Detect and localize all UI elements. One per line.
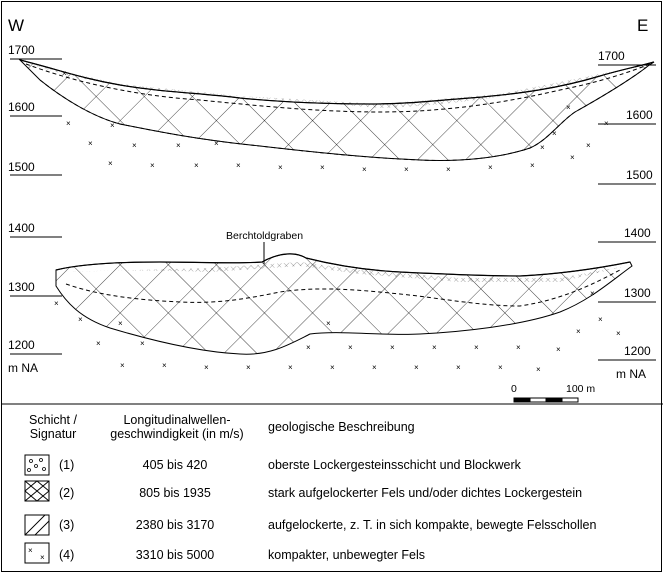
svg-text:×: ×	[288, 363, 293, 372]
svg-text:×: ×	[372, 363, 377, 372]
legend-row-1-num: (1)	[59, 458, 75, 472]
bottom-right-tick-1400: 1400	[624, 226, 651, 240]
svg-text:×: ×	[488, 163, 493, 172]
scale-bar	[513, 397, 579, 403]
svg-text:×: ×	[108, 159, 113, 168]
west-label: W	[8, 16, 25, 35]
legend-header-velocity: Longitudinalwellen- geschwindigkeit (in …	[110, 413, 244, 441]
bottom-left-tick-1200: 1200	[8, 338, 35, 352]
legend-row-4-velocity: 3310 bis 5000	[135, 548, 215, 562]
legend-row-2-velocity: 805 bis 1935	[139, 486, 211, 500]
svg-text:×: ×	[28, 546, 33, 555]
svg-text:×: ×	[456, 363, 461, 372]
svg-text:×: ×	[66, 119, 71, 128]
svg-text:×: ×	[598, 315, 603, 324]
svg-text:×: ×	[616, 329, 621, 338]
svg-text:×: ×	[556, 345, 561, 354]
svg-text:×: ×	[590, 289, 595, 298]
svg-text:×: ×	[140, 339, 145, 348]
top-profile	[18, 59, 655, 161]
top-right-tick-1600: 1600	[626, 108, 653, 122]
svg-text:×: ×	[132, 141, 137, 150]
scale-end-label: 100 m	[566, 383, 596, 395]
svg-text:×: ×	[474, 343, 479, 352]
svg-text:×: ×	[96, 339, 101, 348]
bottom-left-tick-1300: 1300	[8, 280, 35, 294]
svg-text:×: ×	[120, 361, 125, 370]
bottom-left-tick-1400: 1400	[8, 221, 35, 235]
legend-row-4-description: kompakter, unbewegter Fels	[268, 548, 426, 562]
svg-text:×: ×	[162, 361, 167, 370]
svg-text:×: ×	[110, 121, 115, 130]
bottom-profile	[55, 242, 633, 355]
scale-start-label: 0	[511, 383, 517, 395]
svg-text:×: ×	[586, 141, 591, 150]
legend-row-3-description: aufgelockerte, z. T. in sich kompakte, b…	[268, 518, 597, 532]
svg-text:×: ×	[204, 363, 209, 372]
svg-text:×: ×	[88, 139, 93, 148]
east-label: E	[637, 16, 649, 35]
svg-text:×: ×	[404, 165, 409, 174]
svg-text:×: ×	[540, 143, 545, 152]
berchtoldgraben-label: Berchtoldgraben	[226, 230, 304, 242]
svg-text:×: ×	[576, 327, 581, 336]
bottom-left-unit: m NA	[8, 361, 38, 375]
legend-header-description: geologische Beschreibung	[268, 420, 415, 434]
svg-text:×: ×	[78, 315, 83, 324]
bottom-right-tick-1200: 1200	[624, 344, 651, 358]
svg-text:×: ×	[348, 343, 353, 352]
svg-text:×: ×	[432, 343, 437, 352]
top-left-tick-1500: 1500	[8, 160, 35, 174]
top-left-tick-1700: 1700	[8, 43, 35, 57]
legend-symbols: × ×	[24, 454, 50, 564]
svg-text:×: ×	[62, 69, 67, 78]
legend-row-3-velocity: 2380 bis 3170	[135, 518, 215, 532]
svg-text:×: ×	[278, 163, 283, 172]
svg-text:×: ×	[118, 319, 123, 328]
svg-text:×: ×	[552, 129, 557, 138]
bottom-profile-bedrock-crosses: × × × × × × × × × × × × × × × × × × × × × × × × × × × ×	[54, 289, 621, 374]
top-profile-ticks	[10, 58, 656, 185]
svg-text:×: ×	[194, 161, 199, 170]
legend-row-2-num: (2)	[59, 486, 75, 500]
svg-text:×: ×	[498, 363, 503, 372]
svg-text:×: ×	[54, 299, 59, 308]
top-right-tick-1700: 1700	[598, 49, 625, 63]
legend-row-2-description: stark aufgelockerter Fels und/oder dicht…	[268, 486, 583, 500]
svg-text:×: ×	[414, 363, 419, 372]
legend-row-1-description: oberste Lockergesteinsschicht und Blockw…	[268, 458, 521, 472]
svg-text:×: ×	[214, 139, 219, 148]
svg-text:×: ×	[320, 163, 325, 172]
svg-text:×: ×	[236, 161, 241, 170]
bottom-right-tick-1300: 1300	[624, 286, 651, 300]
svg-text:×: ×	[570, 153, 575, 162]
bottom-profile-ticks	[10, 236, 656, 361]
svg-text:×: ×	[604, 119, 609, 128]
svg-text:×: ×	[246, 363, 251, 372]
bottom-right-unit: m NA	[616, 367, 646, 381]
svg-text:×: ×	[446, 165, 451, 174]
svg-text:×: ×	[306, 343, 311, 352]
svg-text:×: ×	[566, 103, 571, 112]
top-right-tick-1500: 1500	[626, 168, 653, 182]
legend-row-3-num: (3)	[59, 518, 75, 532]
legend-row-4-num: (4)	[59, 548, 75, 562]
svg-text:×: ×	[536, 365, 541, 374]
svg-text:×: ×	[362, 165, 367, 174]
legend-header-layer: Schicht / Signatur	[29, 413, 77, 441]
svg-text:×: ×	[530, 161, 535, 170]
svg-text:×: ×	[326, 319, 331, 328]
top-left-tick-1600: 1600	[8, 100, 35, 114]
svg-text:×: ×	[516, 343, 521, 352]
svg-text:×: ×	[40, 553, 45, 562]
svg-text:×: ×	[330, 363, 335, 372]
svg-text:×: ×	[150, 161, 155, 170]
svg-text:×: ×	[176, 141, 181, 150]
top-profile-bedrock-crosses: × × × × × × × × × × × × × × × × × × × × × × × ×	[62, 69, 609, 174]
legend-row-1-velocity: 405 bis 420	[142, 458, 208, 472]
svg-text:×: ×	[390, 343, 395, 352]
